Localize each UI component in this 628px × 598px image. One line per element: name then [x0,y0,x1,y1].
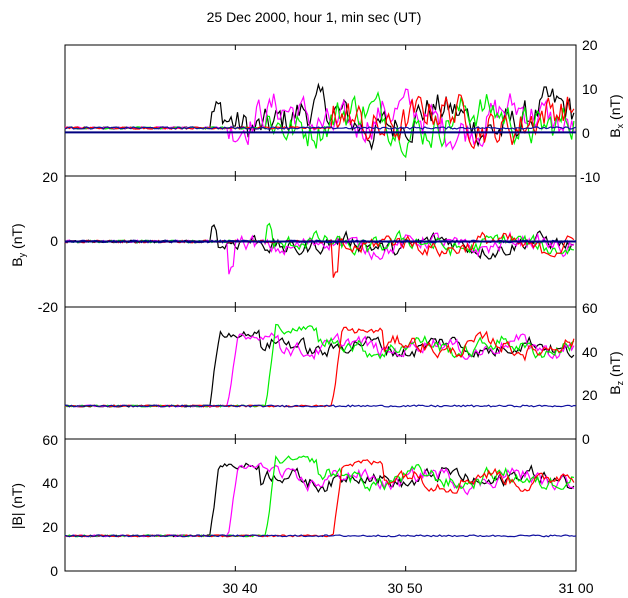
series-bx-magenta [64,88,575,151]
ytick-bz-40: 40 [582,344,598,360]
panel-frame-bx [64,44,577,177]
series-by-green [64,222,574,257]
ytick-bz-60: 60 [582,300,598,316]
ytick-by-m20: -20 [38,299,58,315]
series-bz-red [64,326,575,408]
ylabel-bx: Bx (nT) [607,94,625,137]
panel-frame-bmag [64,438,577,572]
ylabel-bz: Bz (nT) [607,351,625,394]
ytick-bz-0: 0 [582,431,590,447]
ytick-bmag-0: 0 [50,563,58,579]
figure-title: 25 Dec 2000, hour 1, min sec (UT) [207,9,422,25]
series-bx-blue [64,126,577,130]
series-bmag-green [64,454,575,538]
ytick-bmag-60: 60 [42,432,58,448]
series-bz-blue [65,404,577,408]
ytick-bz-20: 20 [582,387,598,403]
ylabel-bmag: |B| (nT) [9,483,25,529]
ytick-by-0: 0 [50,233,58,249]
panel-frame-bz [64,306,577,440]
x-tick-label-3050: 30 50 [387,580,422,596]
ylabel-by: By (nT) [9,223,27,266]
ytick-bx-10: 10 [582,81,598,97]
series-bz-magenta [64,332,575,408]
x-tick-label-3100: 31 00 [558,580,593,596]
ytick-by-20: 20 [42,169,58,185]
series-bz-black [65,329,575,408]
series-bmag-blue [64,534,577,538]
series-bx-red [64,93,575,150]
ytick-bx-m10: -10 [580,169,600,185]
ytick-bmag-40: 40 [42,475,58,491]
x-tick-label-3040: 30 40 [222,580,257,596]
ytick-bmag-20: 20 [42,519,58,535]
series-bz-green [64,323,575,408]
series-bx-green [64,90,575,159]
ytick-bx-20: 20 [582,37,598,53]
ytick-bx-0: 0 [582,125,590,141]
